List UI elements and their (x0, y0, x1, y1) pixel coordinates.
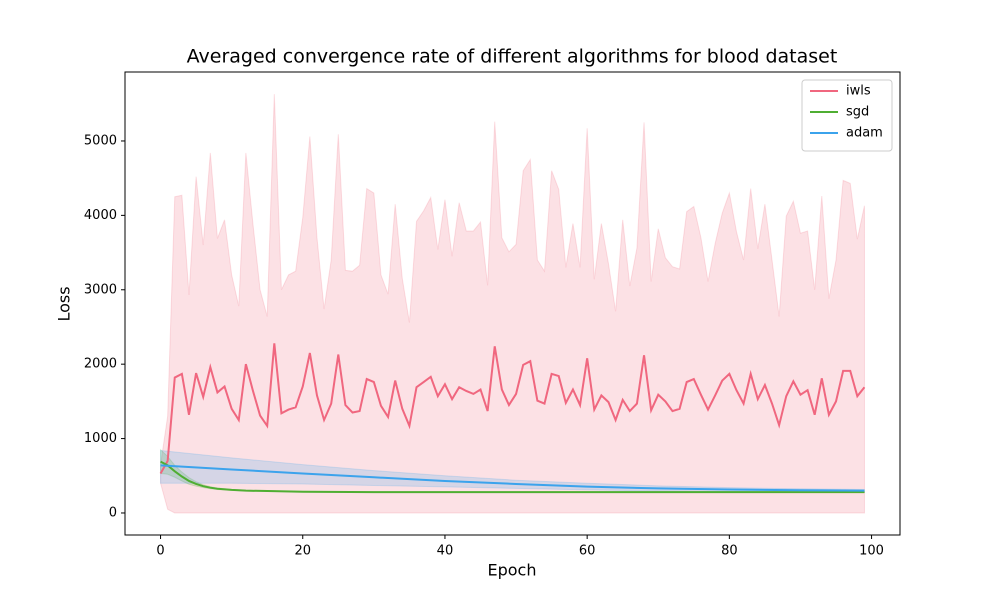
band (160, 448, 865, 493)
x-tick-label: 100 (859, 544, 884, 559)
x-tick-label: 0 (156, 544, 164, 559)
y-tick-label: 3000 (84, 282, 117, 297)
y-tick-label: 4000 (84, 208, 117, 223)
plot-frame (124, 71, 901, 536)
band (160, 94, 865, 514)
y-tick-label: 0 (109, 505, 117, 520)
line (160, 460, 865, 494)
band (160, 449, 865, 493)
y-tick-label: 1000 (84, 431, 117, 446)
line (160, 464, 865, 492)
x-tick-label: 80 (721, 544, 738, 559)
y-axis-label: Loss (55, 286, 74, 321)
x-axis-label: Epoch (488, 561, 537, 580)
x-tick-label: 60 (579, 544, 596, 559)
legend-label: sgd (846, 105, 869, 120)
legend-label: iwls (846, 84, 871, 99)
chart-title: Averaged convergence rate of different a… (187, 46, 838, 68)
y-tick-label: 5000 (84, 133, 117, 148)
y-tick-label: 2000 (84, 357, 117, 372)
line (159, 343, 866, 475)
x-tick-label: 20 (294, 544, 311, 559)
legend-label: adam (846, 126, 883, 141)
x-tick-label: 40 (437, 544, 454, 559)
